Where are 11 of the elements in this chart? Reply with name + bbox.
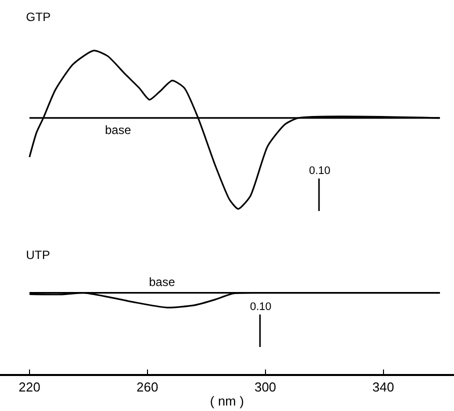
ref-line-label: base: [105, 123, 132, 137]
x-tick-label: 220: [18, 379, 40, 394]
x-tick-label: 340: [372, 379, 394, 394]
annotation: 0.10: [250, 301, 272, 313]
chart-title: GTP: [26, 10, 51, 24]
chart-title: UTP: [26, 248, 50, 262]
x-tick-label: 300: [254, 379, 276, 394]
x-tick-label: 260: [136, 379, 158, 394]
ref-line-label: base: [149, 275, 176, 289]
x-axis-title: ( nm ): [210, 393, 244, 408]
annotation: 0.10: [309, 165, 330, 177]
